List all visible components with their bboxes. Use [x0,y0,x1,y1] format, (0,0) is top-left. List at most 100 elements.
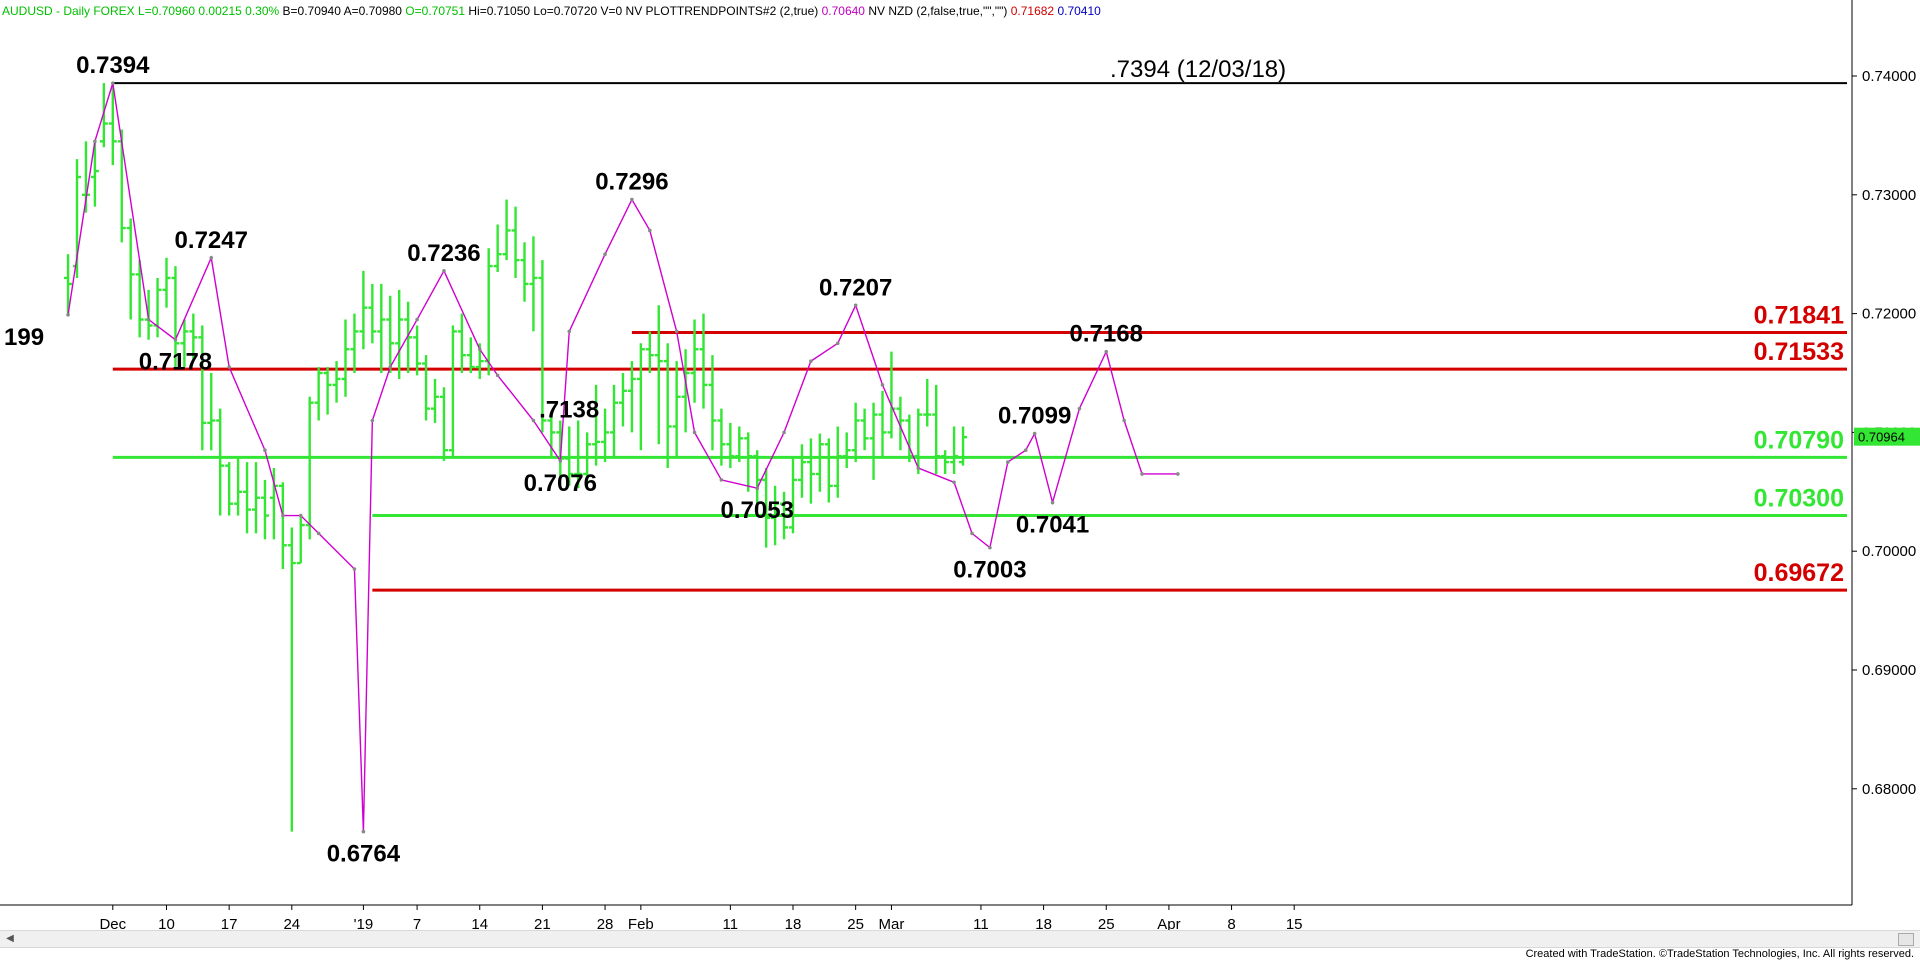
ohlc-bar [762,468,771,548]
ohlc-bar [243,462,252,534]
swing-point [352,567,357,571]
swing-point [1122,418,1126,423]
ohlc-bar [771,485,780,546]
swing-label: 0.7247 [175,227,248,254]
ohlc-bar [735,426,744,463]
swing-point [952,480,956,485]
ohlc-bar [502,199,511,261]
ohlc-bar [869,402,878,480]
swing-point [173,337,178,342]
date-tick-label: Feb [628,916,654,933]
price-axis: 0.680000.690000.700000.710000.720000.730… [1851,0,1920,905]
ohlc-bar [932,384,941,474]
header-segment: Hi=0.71050 [465,4,530,18]
header-segment: NV [622,4,642,18]
copyright-footer: Created with TradeStation. ©TradeStation… [1525,948,1914,960]
reference-label: .7394 (12/03/18) [1110,56,1286,83]
swing-point [361,829,366,834]
header-segment: L=0.70960 [135,4,196,18]
ohlc-bar [601,408,610,463]
ohlc-bar [520,242,529,302]
ohlc-bar [860,408,869,451]
swing-point [477,347,482,352]
ohlc-bar [404,301,413,373]
price-tick-label: 0.69000 [1862,662,1916,679]
date-tick-label: 11 [973,916,989,933]
swing-point [558,459,563,463]
ohlc-bar [386,295,395,373]
ohlc-bar [896,396,905,451]
plot-area: 0.7394 199 0.7247 0.7178 0.7236 .7138 0.7076 0.… [4,52,1847,868]
header-segment: 0.70410 [1054,4,1101,18]
ohlc-bar [135,260,144,338]
header-segment: V=0 [597,4,622,18]
ohlc-bar [359,270,368,350]
swing-label: 0.7207 [819,274,892,301]
ohlc-bar [252,462,260,534]
swing-point [1077,406,1082,411]
swing-point [567,329,572,334]
date-tick-label: 14 [471,916,488,933]
header-segment: 0.70640 [818,4,865,18]
swing-point [1023,448,1028,453]
header-segment: NV NZD (2,false,true,"","") [865,4,1007,18]
ohlc-bar [413,325,422,376]
price-tick-label: 0.74000 [1862,68,1916,85]
swing-label: 0.7041 [1016,511,1089,538]
ohlc-bar [806,438,815,504]
ohlc-bar [64,254,73,316]
ohlc-bar [466,337,475,373]
ohlc-bar [234,458,243,516]
level-label: 0.70300 [1754,485,1844,513]
swing-point [1032,431,1037,436]
ohlc-bar [681,349,690,433]
date-tick-label: 7 [413,916,421,933]
header-text: AUDUSD - Daily FOREX L=0.70960 0.00215 0… [2,4,1101,18]
ohlc-bar [350,313,359,373]
ohlc-bar [842,432,851,469]
date-tick-label: 11 [723,916,739,933]
swing-point [209,255,214,260]
ohlc-bar [610,384,618,459]
level-label: 0.71841 [1754,301,1844,329]
ohlc-bar [663,343,672,469]
ohlc-bar [950,426,959,474]
swing-point [298,513,303,518]
swing-point [1176,472,1180,476]
swing-point [442,269,446,273]
horizontal-scrollbar[interactable]: ◀ [0,930,1920,948]
ohlc-bar [332,361,341,403]
swing-point [835,341,840,346]
header-segment: AUDUSD - Daily FOREX [2,4,135,18]
date-tick-label: 24 [283,916,300,933]
date-tick-label: '19 [354,916,374,933]
date-tick-label: 25 [847,916,864,933]
ohlc-bar [824,438,833,503]
ohlc-bar [493,224,502,273]
ohlc-bar [314,367,323,421]
scroll-left-icon[interactable]: ◀ [6,933,14,944]
ohlc-bar [529,236,538,332]
ohlc-bar [815,433,824,492]
ohlc-bar [216,408,225,516]
ohlc-bar [690,319,699,403]
swing-label: 0.7296 [595,169,668,196]
swing-label: 0.7236 [407,240,480,267]
price-tick-label: 0.68000 [1862,781,1916,798]
ohlc-bar [341,319,350,397]
ohlc-bar [225,462,234,516]
ohlc-bar [90,141,99,207]
ohlc-bar [708,355,717,451]
swing-point [782,430,786,435]
ohlc-bar [547,414,556,457]
ohlc-bar [717,408,726,466]
swing-point [692,430,697,435]
ohlc-bar [923,378,932,427]
swing-label: 0.7076 [524,470,597,497]
date-tick-label: 15 [1286,916,1303,933]
date-tick-label: 17 [221,916,238,933]
swing-point [111,81,115,85]
date-tick-label: 8 [1227,916,1235,933]
ohlc-bar [797,444,806,498]
scroll-thumb[interactable] [1898,933,1914,946]
